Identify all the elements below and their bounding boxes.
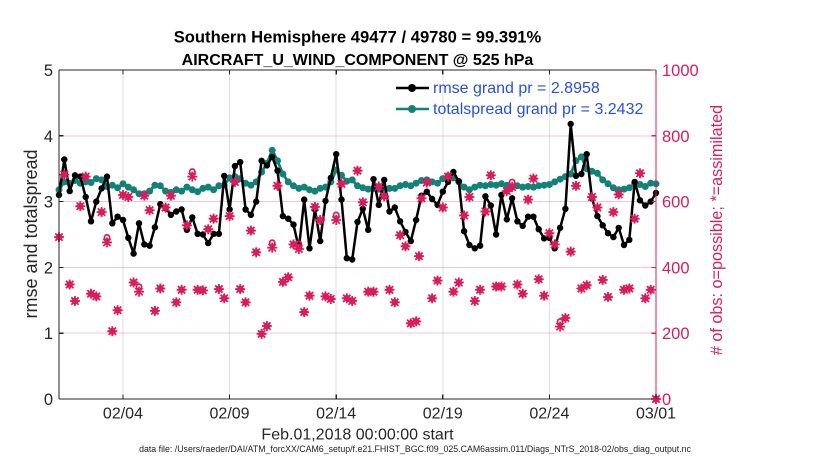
svg-text:0: 0: [44, 391, 53, 409]
svg-text:Feb.01,2018 00:00:00 start: Feb.01,2018 00:00:00 start: [261, 427, 454, 444]
svg-text:200: 200: [662, 325, 690, 343]
svg-text:02/09: 02/09: [210, 406, 250, 423]
svg-text:rmse and totalspread: rmse and totalspread: [21, 149, 41, 318]
svg-text:1000: 1000: [662, 62, 699, 80]
svg-text:data file: /Users/raeder/DAI/A: data file: /Users/raeder/DAI/ATM_forcXX/…: [139, 444, 691, 454]
svg-text:02/19: 02/19: [423, 406, 463, 423]
svg-text:Southern Hemisphere 49477 / 49: Southern Hemisphere 49477 / 49780 = 99.3…: [174, 28, 542, 47]
svg-text:02/24: 02/24: [529, 406, 569, 423]
svg-text:4: 4: [44, 128, 53, 146]
svg-text:# of obs: o=possible; *=assimi: # of obs: o=possible; *=assimilated: [708, 105, 726, 355]
svg-text:1: 1: [44, 325, 53, 343]
svg-text:5: 5: [44, 62, 53, 80]
svg-text:400: 400: [662, 259, 690, 277]
svg-text:3: 3: [44, 194, 53, 212]
svg-text:03/01: 03/01: [636, 406, 676, 423]
svg-text:totalspread grand pr = 3.2432: totalspread grand pr = 3.2432: [433, 101, 643, 118]
svg-text:800: 800: [662, 128, 690, 146]
svg-text:02/04: 02/04: [103, 406, 143, 423]
svg-text:0: 0: [662, 391, 671, 409]
svg-text:2: 2: [44, 259, 53, 277]
svg-text:02/14: 02/14: [316, 406, 356, 423]
svg-text:AIRCRAFT_U_WIND_COMPONENT @ 52: AIRCRAFT_U_WIND_COMPONENT @ 525 hPa: [182, 52, 534, 69]
svg-text:rmse grand pr = 2.8958: rmse grand pr = 2.8958: [433, 80, 600, 97]
svg-text:600: 600: [662, 194, 690, 212]
